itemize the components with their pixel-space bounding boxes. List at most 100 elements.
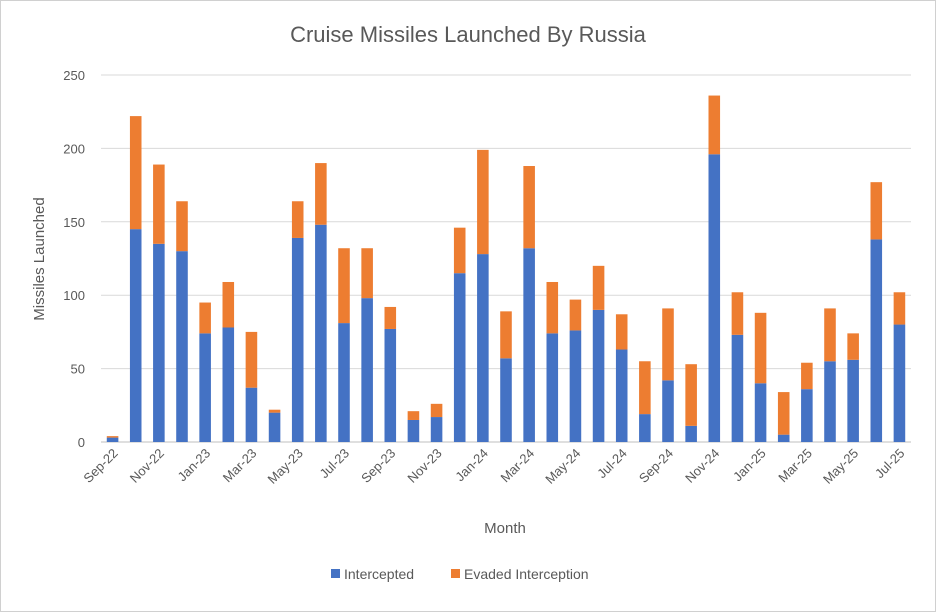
x-tick-label: Mar-24 bbox=[498, 446, 538, 486]
bar-evaded bbox=[615, 314, 628, 350]
x-tick-label: Jan-23 bbox=[175, 446, 214, 485]
bar-intercepted bbox=[708, 154, 721, 442]
x-tick-label: Mar-23 bbox=[220, 446, 260, 486]
bar-evaded bbox=[453, 227, 466, 274]
bar-evaded bbox=[870, 182, 883, 240]
bar-intercepted bbox=[361, 298, 373, 442]
x-tick-label: Sep-23 bbox=[358, 446, 398, 486]
x-tick-label: May-24 bbox=[542, 446, 583, 487]
bar-evaded bbox=[777, 392, 790, 435]
x-tick-label: Sep-22 bbox=[80, 446, 120, 486]
bar-intercepted bbox=[662, 380, 674, 442]
bar-intercepted bbox=[824, 361, 836, 442]
bar-intercepted bbox=[176, 251, 188, 442]
bar-evaded bbox=[199, 302, 211, 334]
bar-evaded bbox=[129, 116, 142, 230]
bar-evaded bbox=[546, 281, 559, 334]
bar-evaded bbox=[685, 364, 697, 426]
x-tick-label: Nov-24 bbox=[682, 446, 722, 486]
x-tick-label: Jul-25 bbox=[872, 446, 908, 482]
bar-evaded bbox=[477, 149, 489, 255]
bar-evaded bbox=[847, 333, 859, 360]
bar-intercepted bbox=[245, 387, 258, 442]
bar-intercepted bbox=[500, 358, 512, 442]
bar-intercepted bbox=[315, 224, 327, 442]
bar-intercepted bbox=[639, 414, 651, 442]
x-tick-label: Jul-23 bbox=[316, 446, 352, 482]
bar-evaded bbox=[338, 248, 350, 324]
bar-evaded bbox=[824, 308, 836, 362]
bar-intercepted bbox=[777, 434, 790, 442]
bar-evaded bbox=[361, 248, 373, 299]
x-tick-label: Sep-24 bbox=[636, 446, 676, 486]
bar-intercepted bbox=[153, 243, 165, 442]
x-tick-label: Jan-24 bbox=[452, 446, 491, 485]
bar-intercepted bbox=[129, 229, 142, 442]
grid-lines bbox=[101, 74, 911, 443]
legend-label-intercepted: Intercepted bbox=[344, 566, 414, 582]
bar-intercepted bbox=[199, 333, 211, 442]
y-tick-label: 150 bbox=[63, 215, 85, 230]
x-tick-label: May-23 bbox=[265, 446, 306, 487]
y-tick-label: 100 bbox=[63, 288, 85, 303]
bar-evaded bbox=[268, 409, 281, 413]
bar-intercepted bbox=[453, 273, 466, 442]
bar-evaded bbox=[731, 292, 744, 335]
bar-intercepted bbox=[731, 334, 744, 442]
legend-swatch-evaded bbox=[451, 569, 460, 578]
bar-evaded bbox=[569, 299, 582, 331]
bar-evaded bbox=[222, 281, 235, 328]
bar-evaded bbox=[430, 403, 443, 418]
x-tick-label: Mar-25 bbox=[775, 446, 815, 486]
bar-intercepted bbox=[893, 324, 906, 442]
bar-intercepted bbox=[870, 239, 883, 442]
bar-intercepted bbox=[523, 248, 535, 442]
bars bbox=[106, 95, 906, 442]
x-axis-title: Month bbox=[484, 520, 526, 537]
bar-evaded bbox=[245, 331, 258, 388]
x-tick-label: May-25 bbox=[820, 446, 861, 487]
bar-evaded bbox=[500, 311, 512, 359]
bar-intercepted bbox=[546, 333, 559, 442]
bar-intercepted bbox=[847, 359, 859, 442]
bar-evaded bbox=[708, 95, 721, 155]
bar-evaded bbox=[407, 411, 420, 420]
y-tick-label: 50 bbox=[71, 362, 85, 377]
bar-intercepted bbox=[407, 419, 420, 442]
y-tick-label: 250 bbox=[63, 68, 85, 83]
bar-intercepted bbox=[291, 237, 304, 442]
bar-intercepted bbox=[268, 412, 281, 442]
bar-evaded bbox=[523, 166, 535, 249]
bar-evaded bbox=[893, 292, 906, 325]
bar-evaded bbox=[801, 362, 813, 390]
y-tick-labels: 0 50 100 150 200 250 bbox=[63, 68, 85, 450]
bar-evaded bbox=[384, 306, 397, 329]
bar-intercepted bbox=[222, 327, 235, 442]
bar-intercepted bbox=[801, 389, 813, 442]
bar-intercepted bbox=[569, 330, 582, 442]
bar-evaded bbox=[662, 308, 674, 381]
bar-intercepted bbox=[338, 323, 350, 442]
x-tick-labels: Sep-22 Nov-22 Jan-23 Mar-23 May-23 Jul-23 Sep-… bbox=[80, 446, 907, 487]
legend: Intercepted Evaded Interception bbox=[331, 566, 589, 582]
y-tick-label: 200 bbox=[63, 141, 85, 156]
legend-label-evaded: Evaded Interception bbox=[464, 566, 589, 582]
x-tick-label: Nov-22 bbox=[127, 446, 167, 486]
x-tick-label: Nov-23 bbox=[404, 446, 444, 486]
bar-intercepted bbox=[754, 383, 767, 442]
bar-evaded bbox=[592, 265, 605, 310]
bar-evaded bbox=[639, 361, 651, 415]
x-tick-label: Jul-24 bbox=[594, 446, 630, 482]
bar-evaded bbox=[176, 201, 188, 252]
bar-evaded bbox=[754, 312, 767, 384]
bar-intercepted bbox=[685, 425, 697, 442]
y-tick-label: 0 bbox=[78, 435, 85, 450]
bar-intercepted bbox=[106, 437, 119, 442]
bar-evaded bbox=[153, 164, 165, 244]
bar-evaded bbox=[315, 163, 327, 225]
bar-intercepted bbox=[430, 417, 443, 442]
bar-evaded bbox=[291, 201, 304, 238]
bar-intercepted bbox=[384, 328, 397, 442]
